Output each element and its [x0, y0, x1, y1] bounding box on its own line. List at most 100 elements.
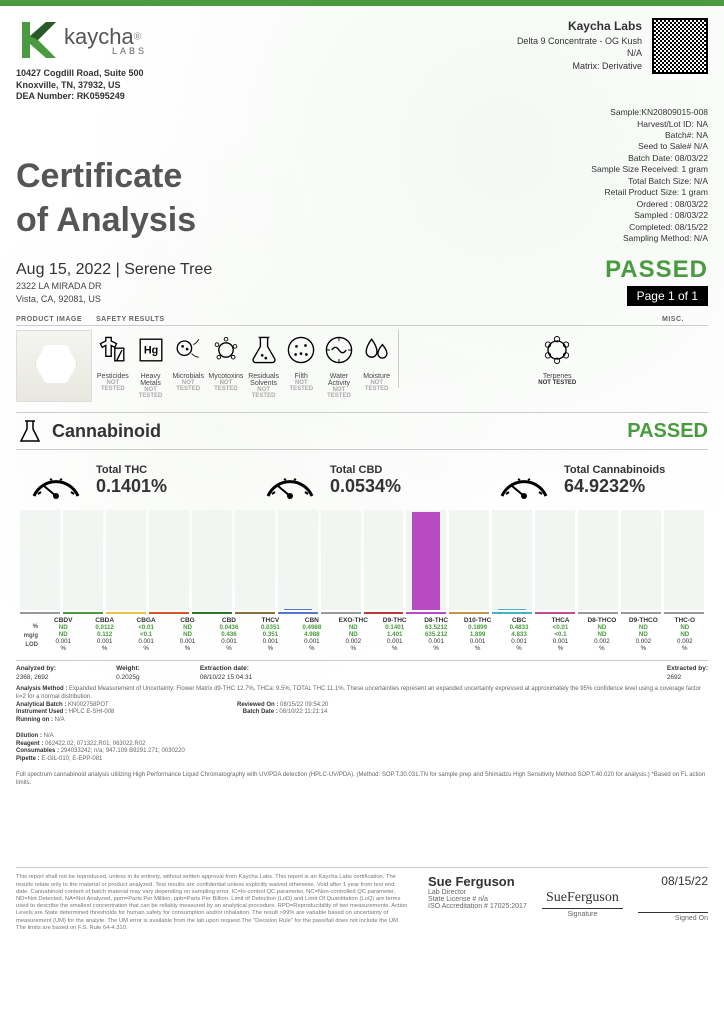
page-indicator: Page 1 of 1 [627, 286, 708, 306]
flask-icon [16, 417, 44, 445]
bar-slot [449, 510, 489, 610]
report-date-client: Aug 15, 2022 | Serene Tree [16, 261, 212, 279]
pip-l: Pipette : [16, 756, 40, 762]
safety-label: Mycotoxins [207, 373, 245, 380]
state-license: State License # n/a [428, 896, 527, 903]
analyte-mgg: 1.401 [376, 631, 414, 638]
color-chip [235, 612, 275, 614]
analyte-col: THC-ONDND0.002% [666, 617, 704, 652]
safety-item-filth: FilthNOT TESTED [282, 330, 320, 401]
safety-row: PesticidesNOT TESTEDHgHeavy MetalsNOT TE… [16, 325, 708, 402]
analyte-unit: % [376, 645, 414, 652]
amethod-l: Analysis Method : [16, 686, 67, 692]
analyte-lod: 0.001 [417, 638, 455, 645]
analyte-mgg: 635.212 [417, 631, 455, 638]
client-addr2: Vista, CA, 92081, US [16, 294, 212, 306]
analyte-pct: 0.4833 [500, 624, 538, 631]
bar-slot [235, 510, 275, 610]
label-product-image: PRODUCT IMAGE [16, 316, 96, 323]
analyte-lod: 0.002 [583, 638, 621, 645]
analyte-pct: <0.01 [541, 624, 579, 631]
analyte-col: D10-THC0.18991.8990.001% [458, 617, 496, 652]
gauge-label: Total CBD [330, 464, 401, 476]
analyte-name: D8-THCO [583, 617, 621, 624]
analyte-col: D9-THC0.14011.4010.001% [376, 617, 414, 652]
safety-icon [208, 332, 244, 368]
analyte-name: CBDV [44, 617, 82, 624]
bar-slot [20, 510, 60, 610]
company-address: 10427 Cogdill Road, Suite 500 Knoxville,… [16, 68, 147, 103]
meta-ordered: Ordered : 08/03/22 [591, 199, 708, 210]
cert-title-1: Certificate [16, 159, 196, 195]
color-chip [535, 612, 575, 614]
qr-code [652, 18, 708, 74]
meta-sampsize: Sample Size Received: 1 gram [591, 164, 708, 175]
dea-number: RK0595249 [77, 91, 125, 101]
safety-item-mycotoxins: MycotoxinsNOT TESTED [207, 330, 245, 401]
safety-status: NOT TESTED [320, 387, 358, 399]
logo-labs: LABS [112, 46, 147, 56]
svg-text:Hg: Hg [143, 345, 157, 357]
bar-fill [284, 609, 312, 610]
passed-block: PASSED Page 1 of 1 [605, 256, 708, 306]
analyte-pct: ND [334, 624, 372, 631]
analyte-name: CBDA [85, 617, 123, 624]
logo-reg: ® [134, 32, 141, 43]
extdate-val: 08/10/22 15:04:31 [200, 674, 252, 681]
bar-slot [535, 510, 575, 610]
bar-slot [364, 510, 404, 610]
bar-slot [63, 510, 103, 610]
analyte-name: D10-THC [458, 617, 496, 624]
analysis-full: Full spectrum cannabinoid analysis utili… [16, 772, 705, 786]
color-chip [106, 612, 146, 614]
run: N/A [55, 717, 65, 723]
safety-status: NOT TESTED [358, 380, 396, 392]
gauge-value: 64.9232% [564, 476, 665, 497]
iso-accred: ISO Accreditation # 17025:2017 [428, 903, 527, 910]
cons: 294033242; n/a; 947.109 B9291.271; 00302… [61, 748, 185, 754]
gauge: Total THC0.1401% [26, 460, 230, 500]
safety-label: Water Activity [320, 373, 358, 387]
signature-icon: SueFerguson [542, 882, 623, 909]
rowlbl-pct: % [16, 623, 38, 632]
meta-totbatch: Total Batch Size: N/A [591, 176, 708, 187]
analyte-mgg: ND [44, 631, 82, 638]
safety-item-heavy-metals: HgHeavy MetalsNOT TESTED [132, 330, 170, 401]
analyte-pct: ND [666, 624, 704, 631]
bar-slot [278, 510, 318, 610]
bar-slot [492, 510, 532, 610]
addr-line1: 10427 Cogdill Road, Suite 500 [16, 68, 147, 80]
terpenes-icon [539, 332, 575, 368]
color-chip [406, 612, 446, 614]
sign-date: 08/15/22 [638, 874, 708, 888]
analysis-details: Analysis Method : Expanded Measurement o… [16, 686, 708, 787]
analyte-col: CBDA0.01120.1120.001% [85, 617, 123, 652]
row-labels: % mg/g LOD [16, 614, 40, 652]
analyte-col: D9-THCONDND0.002% [624, 617, 662, 652]
overall-passed: PASSED [605, 256, 708, 284]
rev: 08/15/22 09:54:20 [280, 702, 328, 708]
gauge-icon [494, 460, 554, 500]
pip: E-GIL-010; E-EPP-081 [41, 756, 102, 762]
analyte-pct: ND [44, 624, 82, 631]
analyte-lod: 0.001 [44, 638, 82, 645]
color-chip [364, 612, 404, 614]
terpenes-item: Terpenes NOT TESTED [398, 330, 709, 388]
color-chip [63, 612, 103, 614]
color-chip [149, 612, 189, 614]
gauge-label: Total THC [96, 464, 167, 476]
extby-label: Extracted by: [667, 665, 708, 672]
analyte-col: CBGA<0.01<0.10.001% [127, 617, 165, 652]
bar-slot [192, 510, 232, 610]
analyte-lod: 0.001 [127, 638, 165, 645]
analyte-pct: ND [583, 624, 621, 631]
analyte-col: CBDVNDND0.001% [44, 617, 82, 652]
analyte-lod: 0.001 [458, 638, 496, 645]
safety-label: Filth [282, 373, 320, 380]
signer-role: Lab Director [428, 889, 527, 896]
product-image [16, 330, 92, 402]
analyte-col: D8-THC63.5212635.2120.001% [417, 617, 455, 652]
analyzed-label: Analyzed by: [16, 665, 56, 672]
inst: HPLC E-SHI-008 [69, 709, 115, 715]
analyte-name: CBD [210, 617, 248, 624]
